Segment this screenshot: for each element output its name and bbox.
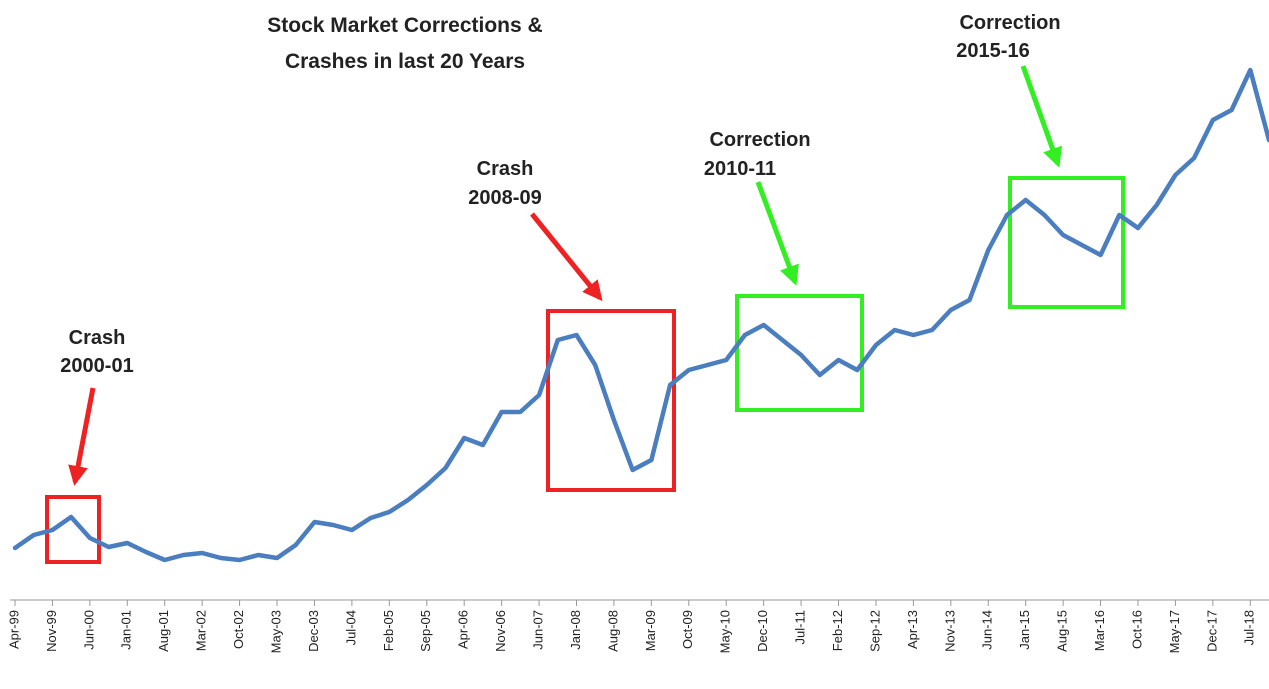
x-tick-label: Jul-18: [1242, 610, 1257, 645]
x-tick-label: Jun-14: [980, 610, 995, 650]
x-tick-label: Feb-05: [381, 610, 396, 651]
annotation: 2010-11: [704, 158, 776, 180]
x-tick-label: Oct-02: [231, 610, 246, 649]
x-tick-label: Mar-02: [194, 610, 209, 651]
x-tick-label: Dec-17: [1204, 610, 1219, 652]
x-tick-label: Feb-12: [830, 610, 845, 651]
x-tick-label: Aug-08: [605, 610, 620, 652]
arrow: [530, 212, 603, 302]
x-tick-label: Aug-01: [156, 610, 171, 652]
x-tick-label: Jan-15: [1017, 610, 1032, 650]
x-tick-label: Sep-05: [418, 610, 433, 652]
x-tick-label: Jan-08: [568, 610, 583, 650]
x-tick-label: Nov-99: [44, 610, 59, 652]
x-tick-label: Jul-04: [343, 610, 358, 645]
annotation: Crash: [477, 158, 534, 180]
x-tick-label: Oct-16: [1129, 610, 1144, 649]
x-tick-label: Apr-13: [905, 610, 920, 649]
x-tick-label: Sep-12: [867, 610, 882, 652]
x-tick-label: Dec-10: [755, 610, 770, 652]
x-tick-label: May-10: [718, 610, 733, 653]
x-tick-label: Mar-16: [1092, 610, 1107, 651]
x-tick-label: Jun-07: [530, 610, 545, 650]
chart-title: Stock Market Corrections &: [267, 14, 542, 37]
highlight-boxes: [45, 176, 1125, 564]
x-tick-label: Oct-09: [680, 610, 695, 649]
x-tick-label: Nov-06: [493, 610, 508, 652]
arrow: [1020, 65, 1063, 168]
x-tick-label: May-03: [268, 610, 283, 653]
annotation: Correction: [709, 129, 810, 151]
annotation: Correction: [959, 12, 1060, 34]
annotation: 2008-09: [468, 187, 541, 209]
annotation: Crash: [69, 327, 126, 349]
x-tick-label: Nov-13: [942, 610, 957, 652]
x-tick-label: Apr-99: [6, 610, 21, 649]
x-tick-label: Apr-06: [456, 610, 471, 649]
arrow: [755, 181, 799, 286]
annotation: 2000-01: [60, 355, 133, 377]
arrows: [68, 65, 1063, 486]
annotation: 2015-16: [956, 40, 1029, 62]
x-tick-label: Aug-15: [1055, 610, 1070, 652]
box: [735, 294, 864, 412]
x-tick-label: Jun-00: [81, 610, 96, 650]
chart-title: Crashes in last 20 Years: [285, 50, 525, 73]
series-line: [12, 67, 1269, 563]
x-tick-label: Jan-01: [119, 610, 134, 650]
x-tick-label: May-17: [1167, 610, 1182, 653]
x-tick-label: Jul-11: [793, 610, 808, 644]
box: [1008, 176, 1125, 309]
box: [546, 309, 676, 492]
x-tick-label: Dec-03: [306, 610, 321, 652]
x-tick-label: Mar-09: [643, 610, 658, 651]
arrow: [68, 387, 96, 486]
